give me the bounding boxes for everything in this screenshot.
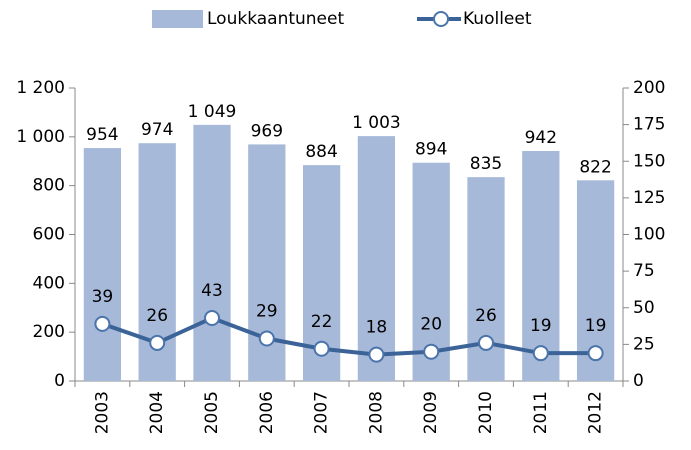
line-marker [149,334,166,351]
line-value-label: 39 [92,287,114,307]
line-value-label: 26 [146,306,168,326]
legend-swatch [152,10,203,28]
legend-label: Kuolleet [463,9,532,29]
bar-value-label: 894 [415,140,447,160]
x-tick-label: 2012 [586,391,606,434]
y-tick-label: 200 [33,322,65,342]
y-tick-label: 400 [33,273,65,293]
x-tick-label: 2010 [476,391,496,434]
bar [83,148,122,381]
y-tick-label: 800 [33,176,65,196]
y-tick-label: 1 200 [16,78,65,98]
bar-value-label: 954 [86,125,118,145]
bar-value-label: 942 [525,128,557,148]
y2-tick-label: 175 [633,115,665,135]
bar-value-label: 1 003 [352,113,401,133]
line-marker [587,345,604,362]
y2-tick-label: 150 [633,151,665,171]
line-value-label: 20 [420,315,442,335]
legend-label: Loukkaantuneet [207,9,344,29]
y2-tick-label: 100 [633,225,665,245]
line-value-label: 26 [475,306,497,326]
line-marker [313,340,330,357]
bar-value-label: 884 [305,142,337,162]
line-marker [204,310,220,327]
line-value-label: 19 [530,316,552,336]
line-marker [532,345,549,362]
line-value-label: 29 [256,302,278,322]
line-value-label: 43 [201,281,223,301]
line-marker [258,330,275,347]
y2-tick-label: 0 [633,371,644,391]
y2-tick-label: 50 [633,298,655,318]
bar [193,124,231,381]
line-value-label: 18 [366,318,388,338]
x-tick-label: 2008 [366,391,386,434]
bar-value-label: 822 [579,157,611,177]
bar-value-label: 969 [251,121,283,141]
y2-tick-label: 200 [633,78,665,98]
bar-value-label: 1 049 [188,102,237,122]
y-tick-label: 600 [33,225,65,245]
line-marker [368,346,385,363]
line-marker [423,343,440,360]
line-marker [478,334,494,351]
line-value-label: 22 [311,312,333,332]
bar [357,136,396,381]
y2-tick-label: 25 [633,334,655,354]
line [101,315,596,357]
bar-value-label: 835 [470,154,502,174]
x-tick-label: 2007 [312,391,332,434]
x-tick-label: 2003 [92,391,112,434]
y-tick-label: 1 000 [16,127,65,147]
line-marker [94,315,111,332]
x-tick-label: 2005 [202,391,222,434]
x-tick-label: 2009 [421,391,441,434]
y-tick-label: 0 [54,371,65,391]
bar [522,150,560,381]
y2-tick-label: 75 [633,261,655,281]
x-tick-label: 2004 [147,391,167,434]
legend-marker [433,11,449,27]
x-tick-label: 2011 [531,391,551,434]
y2-tick-label: 125 [633,188,665,208]
bar-value-label: 974 [141,120,173,140]
line-value-label: 19 [585,316,607,336]
x-tick-label: 2006 [257,391,277,434]
